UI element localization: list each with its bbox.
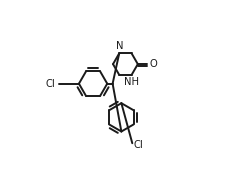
Text: NH: NH [124, 77, 139, 87]
Text: Cl: Cl [46, 79, 55, 89]
Text: Cl: Cl [134, 140, 143, 150]
Text: N: N [116, 41, 124, 51]
Text: O: O [149, 59, 157, 69]
